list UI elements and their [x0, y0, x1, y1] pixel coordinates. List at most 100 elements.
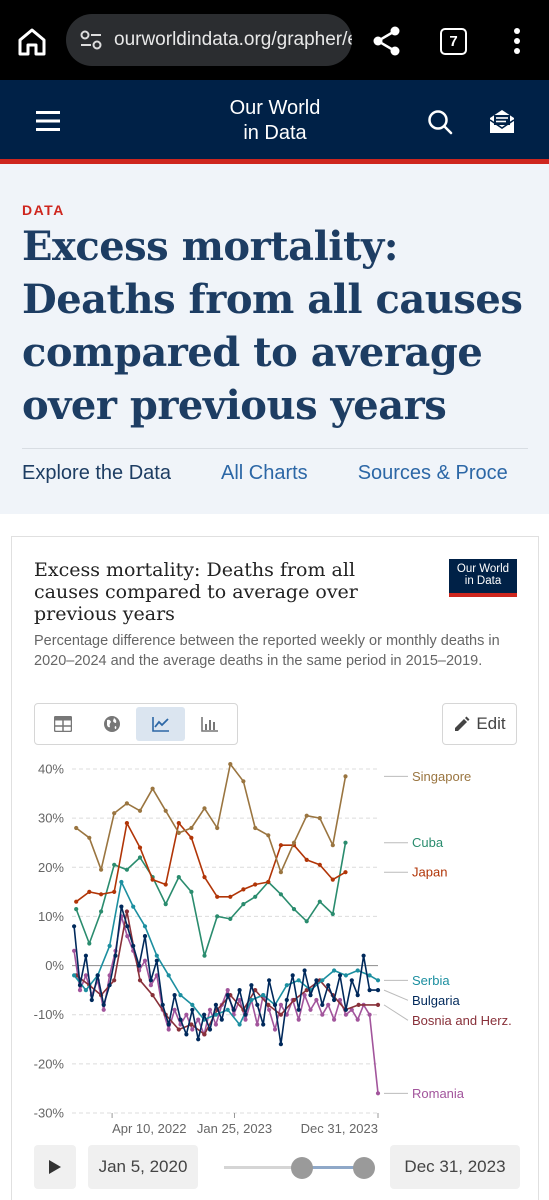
data-point: [343, 973, 348, 978]
data-point: [343, 1007, 348, 1012]
site-logo[interactable]: Our World in Data: [200, 96, 350, 146]
data-point: [355, 968, 360, 973]
data-point: [202, 806, 207, 811]
timeline-controls: Jan 5, 2020 Dec 31, 2023: [34, 1145, 520, 1189]
data-point: [361, 953, 366, 958]
data-point: [72, 973, 77, 978]
pencil-icon: [455, 716, 470, 731]
data-point: [124, 801, 129, 806]
data-point: [330, 843, 335, 848]
series-label: Bulgaria: [412, 993, 460, 1008]
edit-button[interactable]: Edit: [442, 703, 517, 745]
timeline-end-handle[interactable]: [353, 1157, 375, 1179]
y-tick-label: 20%: [38, 860, 64, 875]
timeline-end-date[interactable]: Dec 31, 2023: [390, 1145, 520, 1189]
hamburger-menu-icon[interactable]: [36, 110, 60, 132]
data-point: [266, 879, 271, 885]
owid-logo-badge[interactable]: Our World in Data: [449, 559, 517, 597]
play-button[interactable]: [34, 1145, 76, 1189]
data-point: [266, 833, 271, 838]
data-point: [202, 1032, 207, 1037]
y-tick-label: -20%: [34, 1056, 65, 1071]
table-view-tab[interactable]: [38, 707, 87, 741]
data-point: [253, 988, 258, 993]
data-point: [343, 870, 348, 875]
share-icon[interactable]: [370, 24, 404, 58]
data-point: [196, 1037, 201, 1042]
data-point: [213, 1002, 218, 1007]
home-icon[interactable]: [14, 24, 50, 60]
chart-card: Excess mortality: Deaths from all causes…: [11, 536, 539, 1200]
data-point: [304, 988, 309, 993]
data-point: [284, 997, 289, 1003]
y-tick-label: 10%: [38, 909, 64, 924]
address-bar[interactable]: ourworldindata.org/grapher/ex: [66, 14, 352, 66]
data-point: [320, 978, 325, 983]
bar-chart-view-tab[interactable]: [185, 707, 234, 741]
data-point: [107, 943, 112, 948]
data-point: [89, 997, 94, 1003]
line-chart-view-tab[interactable]: [136, 707, 185, 741]
data-point: [253, 825, 258, 831]
data-point: [237, 997, 242, 1003]
data-point: [355, 993, 360, 998]
data-point: [267, 978, 272, 983]
tab-all-charts[interactable]: All Charts: [220, 462, 308, 484]
data-point: [196, 1017, 201, 1022]
data-point: [228, 894, 233, 899]
data-point: [320, 1012, 325, 1017]
data-point: [213, 1022, 218, 1027]
tab-sources-and-processing[interactable]: Sources & Proce: [357, 462, 508, 484]
data-point: [178, 1017, 183, 1022]
data-point: [189, 835, 194, 840]
data-point: [291, 840, 297, 845]
data-point: [249, 997, 254, 1003]
data-point: [343, 774, 348, 779]
data-point: [284, 983, 289, 988]
data-point: [375, 978, 381, 983]
data-point: [112, 862, 117, 867]
series-label: Romania: [412, 1086, 465, 1101]
site-header: Our World in Data: [0, 80, 549, 164]
search-icon[interactable]: [426, 108, 454, 136]
data-point: [101, 1007, 106, 1012]
timeline-selected-range: [302, 1166, 364, 1169]
edit-label: Edit: [476, 714, 506, 733]
data-point: [375, 988, 381, 993]
data-point: [189, 889, 194, 894]
data-point: [332, 968, 337, 973]
data-point: [172, 1007, 177, 1012]
data-point: [241, 902, 246, 907]
data-point: [154, 958, 159, 963]
subscribe-mail-icon[interactable]: [486, 106, 518, 138]
data-point: [166, 1022, 171, 1027]
timeline-start-handle[interactable]: [291, 1157, 313, 1179]
data-point: [302, 968, 307, 973]
data-point: [296, 978, 301, 983]
data-point: [119, 904, 124, 909]
tab-switcher-button[interactable]: 7: [440, 28, 467, 55]
more-options-icon[interactable]: [505, 24, 529, 58]
series-label: Singapore: [412, 769, 471, 784]
line-chart-icon: [151, 717, 169, 732]
x-tick-label: Dec 31, 2023: [301, 1121, 378, 1136]
data-point: [215, 914, 220, 919]
data-point: [317, 899, 322, 904]
series-line-singapore: [75, 763, 347, 873]
site-settings-icon[interactable]: [76, 25, 106, 55]
data-point: [304, 919, 309, 924]
badge-accent-bar: [449, 593, 517, 597]
data-point: [87, 835, 92, 840]
x-tick-label: Jan 25, 2023: [197, 1121, 272, 1136]
map-view-tab[interactable]: [87, 707, 136, 741]
y-tick-label: 40%: [38, 762, 64, 777]
y-tick-label: -10%: [34, 1007, 65, 1022]
data-point: [278, 892, 283, 897]
data-point: [267, 1007, 272, 1012]
data-point: [343, 1012, 348, 1017]
data-point: [326, 983, 331, 988]
data-point: [291, 907, 297, 912]
timeline-start-date[interactable]: Jan 5, 2020: [88, 1145, 198, 1189]
data-point: [237, 1022, 242, 1027]
tab-explore-the-data[interactable]: Explore the Data: [22, 462, 171, 484]
